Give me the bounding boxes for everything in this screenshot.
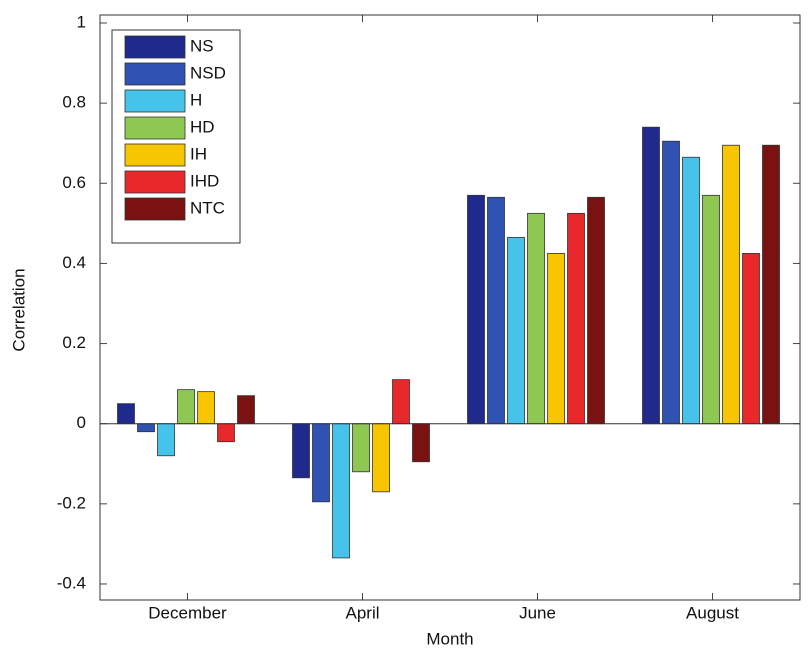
bar [237,395,255,425]
bar [392,379,410,425]
legend-label: NSD [190,63,226,82]
y-tick-label: 0.8 [62,93,86,112]
bar [332,423,350,559]
bar [507,236,525,425]
bar [527,212,545,425]
legend-swatch [124,116,186,140]
bar [352,423,370,473]
bar [662,140,680,425]
bar [137,423,155,433]
legend-label: HD [190,117,215,136]
y-tick-label: 0.4 [62,253,86,272]
legend-label: H [190,90,202,109]
bar [567,212,585,425]
y-tick-label: -0.4 [57,573,86,592]
bar [177,389,195,425]
bar [217,423,235,443]
x-tick-label: April [345,603,379,622]
legend-swatch [124,89,186,113]
bar [467,194,485,425]
y-tick-label: 0.6 [62,173,86,192]
legend-swatch [124,62,186,86]
legend-swatch [124,35,186,59]
bar [197,391,215,425]
legend-label: NS [190,36,214,55]
legend-swatch [124,170,186,194]
bar [412,423,430,463]
y-tick-label: -0.2 [57,493,86,512]
bar [372,423,390,493]
y-axis-title: Correlation [9,268,28,351]
bar [682,156,700,425]
bar [762,144,780,425]
bar [587,196,605,425]
y-tick-label: 0 [77,413,86,432]
bar [547,253,565,425]
bar [487,196,505,425]
legend-label: IH [190,144,207,163]
bar [642,126,660,425]
legend-label: IHD [190,171,219,190]
x-tick-label: August [686,603,739,622]
bar [117,403,135,425]
bar [292,423,310,479]
legend-swatch [124,197,186,221]
x-axis-title: Month [426,629,473,648]
y-tick-label: 1 [77,12,86,31]
x-tick-label: December [148,603,227,622]
bar [722,144,740,425]
y-tick-label: 0.2 [62,333,86,352]
bar [157,423,175,457]
bar [742,253,760,425]
bar [312,423,330,503]
legend-swatch [124,143,186,167]
legend-label: NTC [190,198,225,217]
plot-frame [99,14,801,601]
x-tick-label: June [519,603,556,622]
bar [702,194,720,425]
